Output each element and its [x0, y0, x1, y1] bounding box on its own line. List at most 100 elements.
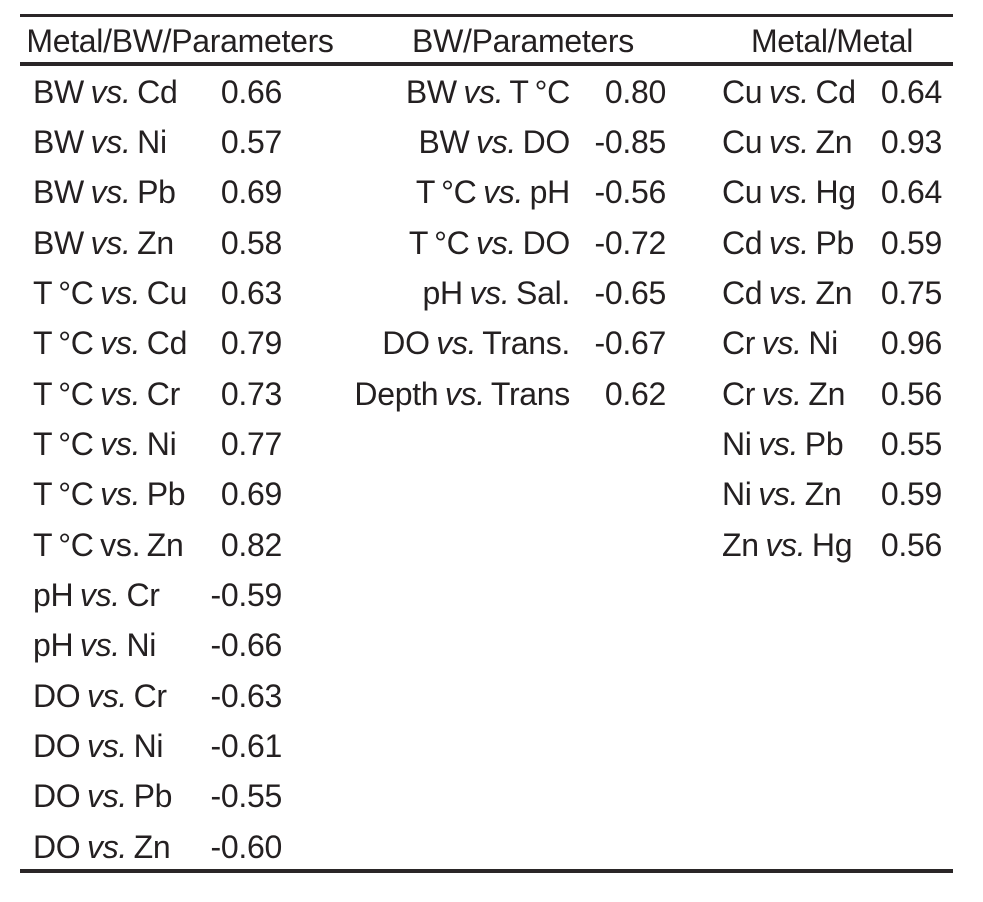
table-row: T °C vs. pH -0.56	[340, 168, 666, 218]
pair-label: Cu vs. Cd	[722, 74, 870, 111]
pair-right: Ni	[801, 325, 838, 362]
table-row: Cr vs. Ni 0.96	[722, 319, 942, 369]
table-row: T °C vs. Pb 0.69	[33, 470, 282, 520]
table-row: Cu vs. Hg 0.64	[722, 168, 942, 218]
pair-right: Cr	[119, 576, 160, 613]
pair-left: T °C	[33, 375, 101, 412]
pair-label: Depth vs. Trans	[340, 376, 570, 413]
pair-right: Ni	[127, 727, 164, 764]
table-top-rule	[20, 14, 953, 17]
vs-label: vs.	[768, 123, 809, 160]
vs-label: vs.	[444, 375, 485, 412]
pair-label: pH vs. Sal.	[340, 274, 571, 312]
pair-right: Zn	[808, 123, 853, 160]
table-row: BW vs. Zn 0.58	[33, 218, 282, 268]
vs-label: vs.	[100, 274, 141, 311]
correlation-value: 0.96	[880, 325, 942, 362]
column-group-bw-parameters: BW vs. T °C 0.80 BW vs. DO -0.85 T °C vs. pH…	[340, 67, 666, 419]
pair-right: Pb	[127, 778, 173, 815]
table-row: T °C vs. DO -0.72	[340, 218, 666, 268]
pair-right: Pb	[798, 425, 844, 462]
pair-right: Hg	[805, 526, 853, 563]
vs-label: vs.	[87, 677, 127, 714]
pair-right: Cr	[127, 677, 167, 714]
column-header-metal-metal: Metal/Metal	[750, 23, 914, 59]
pair-right: Cu	[140, 274, 188, 311]
pair-left: Ni	[722, 425, 759, 462]
pair-left: pH	[33, 627, 80, 664]
vs-label: vs.	[768, 274, 809, 311]
correlation-value: -0.59	[210, 576, 283, 613]
pair-label: BW vs. DO	[340, 124, 570, 161]
vs-label: vs.	[90, 123, 131, 160]
pair-right: Cd	[130, 73, 178, 110]
pair-label: T °C vs. pH	[340, 174, 570, 211]
correlation-value: 0.56	[880, 375, 942, 412]
column-group-metal-metal: Cu vs. Cd 0.64 Cu vs. Zn 0.93 Cu vs. Hg 0.64 C…	[722, 67, 942, 570]
pair-right: Zn	[127, 828, 171, 865]
vs-label: vs.	[463, 73, 504, 110]
correlation-value: 0.69	[220, 174, 282, 211]
vs-label: vs.	[100, 325, 141, 362]
pair-label: Zn vs. Hg	[722, 527, 870, 564]
pair-right: Zn	[130, 224, 174, 261]
vs-label: vs.	[90, 73, 131, 110]
vs-label: vs.	[476, 123, 516, 160]
correlation-value: -0.72	[594, 224, 667, 261]
table-row: DO vs. Zn -0.60	[33, 822, 282, 872]
pair-left: pH	[33, 576, 80, 613]
table-row: DO vs. Ni -0.61	[33, 721, 282, 771]
vs-label: vs.	[90, 174, 131, 211]
pair-left: DO	[33, 828, 87, 865]
pair-label: BW vs. Cd	[33, 74, 202, 111]
pair-left: DO	[33, 778, 87, 815]
pair-label: T °C vs. DO	[340, 225, 570, 262]
pair-label: T °C vs. Zn	[33, 527, 202, 564]
pair-left: T °C	[33, 526, 101, 563]
pair-label: Cd vs. Zn	[722, 275, 870, 312]
table-row: BW vs. T °C 0.80	[340, 67, 666, 117]
correlation-value: 0.57	[220, 123, 282, 160]
pair-left: BW	[33, 123, 91, 160]
table-row: Cr vs. Zn 0.56	[722, 369, 942, 419]
pair-left: Cu	[722, 123, 769, 160]
pair-left: Cu	[722, 174, 769, 211]
correlation-value: 0.75	[880, 274, 942, 311]
correlation-value: -0.60	[210, 828, 283, 865]
pair-right: Ni	[140, 425, 177, 462]
pair-right: Zn	[798, 476, 842, 513]
table-row: Depth vs. Trans 0.62	[340, 369, 666, 419]
vs-label: vs.	[758, 425, 799, 462]
pair-left: DO	[33, 677, 87, 714]
vs-label: vs.	[483, 174, 524, 211]
correlation-value: 0.69	[220, 476, 282, 513]
correlation-value: 0.62	[604, 375, 666, 412]
correlation-value: 0.64	[880, 174, 942, 211]
vs-label: vs.	[758, 476, 799, 513]
pair-label: Cr vs. Ni	[722, 325, 870, 362]
pair-label: Cu vs. Zn	[722, 124, 870, 161]
vs-label: vs.	[100, 425, 141, 462]
vs-label: vs.	[100, 375, 141, 412]
table-row: Ni vs. Zn 0.59	[722, 470, 942, 520]
pair-label: T °C vs. Pb	[33, 476, 202, 513]
correlation-value: -0.63	[210, 677, 283, 714]
pair-right: Sal.	[509, 274, 570, 311]
correlation-value: 0.64	[880, 73, 942, 110]
correlation-value: -0.67	[594, 325, 667, 362]
vs-label: vs.	[100, 476, 141, 513]
correlation-value: 0.56	[880, 526, 942, 563]
table-row: T °C vs. Cr 0.73	[33, 369, 282, 419]
vs-label: vs.	[87, 828, 127, 865]
pair-left: T °C	[415, 174, 484, 211]
pair-label: Cd vs. Pb	[722, 225, 870, 262]
vs-label: vs.	[79, 627, 120, 664]
table-row: Cu vs. Cd 0.64	[722, 67, 942, 117]
vs-label: vs.	[768, 224, 809, 261]
pair-left: BW	[33, 73, 91, 110]
pair-label: Ni vs. Pb	[722, 426, 870, 463]
vs-label: vs.	[469, 274, 510, 311]
correlation-value: -0.61	[210, 727, 283, 764]
correlation-value: 0.73	[220, 375, 282, 412]
pair-label: T °C vs. Ni	[33, 426, 202, 463]
